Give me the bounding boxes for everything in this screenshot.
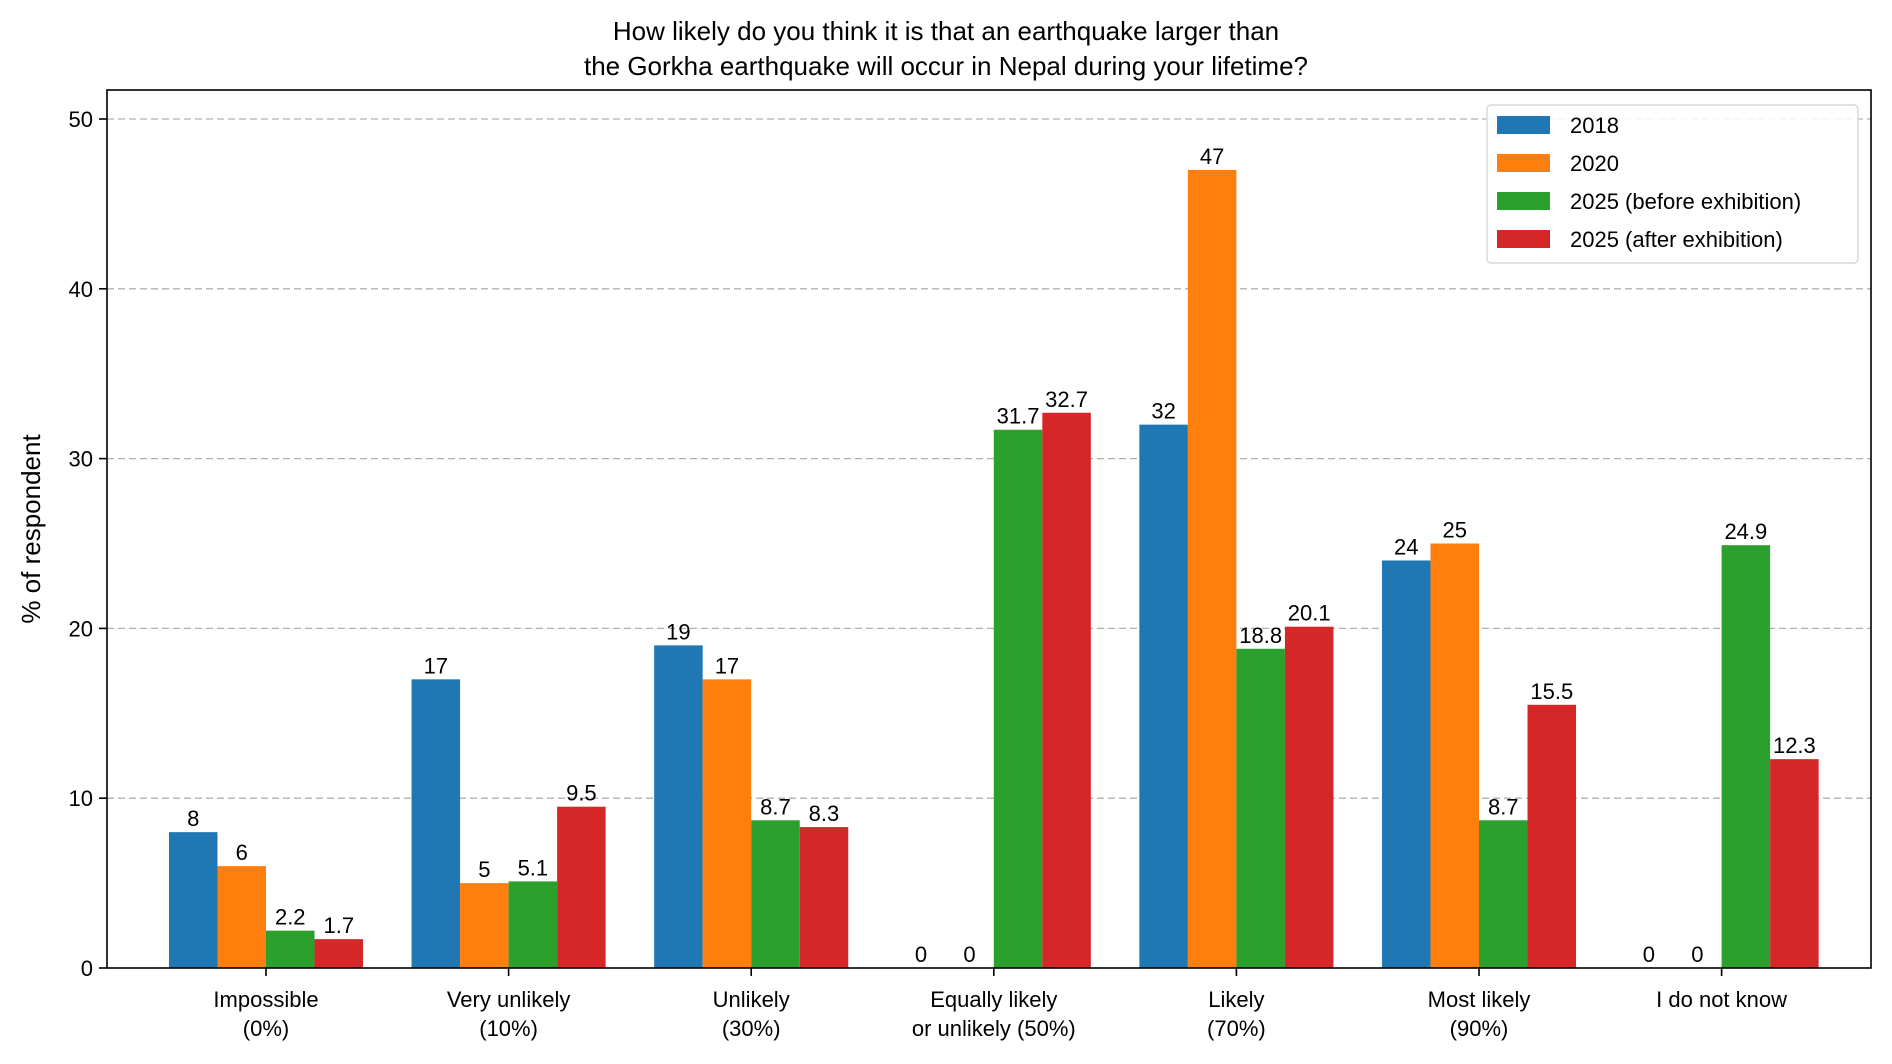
bar <box>1236 648 1285 968</box>
bar <box>460 883 509 968</box>
bar <box>1479 820 1528 968</box>
bar <box>993 429 1043 968</box>
x-tick-label: Most likely <box>1428 987 1531 1012</box>
y-tick-label: 40 <box>69 277 93 302</box>
legend-label: 2025 (after exhibition) <box>1570 227 1783 252</box>
data-label: 32.7 <box>1045 387 1088 412</box>
data-label: 0 <box>1643 942 1655 967</box>
x-tick-label: (70%) <box>1207 1016 1266 1041</box>
bar <box>1284 626 1334 968</box>
x-axis: Impossible (0%) Very unlikely (10%) Unlikely… <box>213 968 1787 1041</box>
bar <box>314 939 364 968</box>
bar <box>508 881 558 968</box>
y-axis: 0 10 20 30 40 50 <box>69 107 107 981</box>
bar <box>266 930 315 968</box>
data-label: 31.7 <box>997 404 1040 429</box>
x-tick-label: (0%) <box>243 1016 289 1041</box>
chart-title-line-2: the Gorkha earthquake will occur in Nepa… <box>584 51 1308 81</box>
data-labels: 8 6 2.2 1.7 17 5 5.1 9.5 19 17 8.7 8.3 0 0 31.732.7 32 4… <box>187 144 1816 967</box>
data-label: 0 <box>915 942 927 967</box>
bar <box>799 827 849 968</box>
bar <box>411 679 461 968</box>
bar <box>751 820 800 968</box>
bar <box>1139 424 1188 968</box>
data-label: 6 <box>236 840 248 865</box>
data-label: 8.7 <box>1488 794 1519 819</box>
x-tick-label: Very unlikely <box>447 987 571 1012</box>
x-tick-label: Impossible <box>213 987 318 1012</box>
x-tick-label: (30%) <box>722 1016 781 1041</box>
data-label: 5 <box>478 857 490 882</box>
data-label: 25 <box>1442 518 1466 543</box>
y-tick-label: 0 <box>81 956 93 981</box>
data-label: 32 <box>1151 399 1175 424</box>
bar <box>1527 704 1577 968</box>
legend-swatch <box>1497 230 1550 248</box>
legend-swatch <box>1497 192 1550 210</box>
chart-title-line-1: How likely do you think it is that an ea… <box>613 16 1279 46</box>
bar <box>1721 545 1771 968</box>
data-label: 17 <box>715 653 739 678</box>
data-label: 8.7 <box>760 794 791 819</box>
x-tick-label: (10%) <box>479 1016 538 1041</box>
data-label: 5.1 <box>518 855 549 880</box>
bar <box>217 866 266 968</box>
data-label: 12.3 <box>1773 733 1816 758</box>
data-label: 15.5 <box>1530 679 1573 704</box>
legend: 2018 2020 2025 (before exhibition) 2025 (af… <box>1486 104 1859 264</box>
legend-label: 2020 <box>1570 151 1619 176</box>
data-label: 20.1 <box>1288 601 1331 626</box>
bar <box>1042 412 1091 968</box>
legend-swatch <box>1497 116 1550 134</box>
axes-frame <box>106 89 1872 969</box>
legend-label: 2018 <box>1570 113 1619 138</box>
data-label: 47 <box>1200 144 1224 169</box>
y-tick-label: 20 <box>69 616 93 641</box>
y-tick-label: 10 <box>69 786 93 811</box>
x-tick-label: Unlikely <box>713 987 790 1012</box>
bar <box>702 679 752 968</box>
legend-label: 2025 (before exhibition) <box>1570 189 1801 214</box>
x-tick-label: Likely <box>1208 987 1264 1012</box>
x-tick-label: (90%) <box>1450 1016 1509 1041</box>
bars <box>168 169 1819 968</box>
bar <box>1187 169 1237 968</box>
x-tick-label: Equally likely <box>930 987 1057 1012</box>
data-label: 9.5 <box>566 781 597 806</box>
data-label: 0 <box>1691 942 1703 967</box>
y-tick-label: 50 <box>69 107 93 132</box>
y-tick-label: 30 <box>69 447 93 472</box>
bar <box>1381 560 1431 968</box>
y-axis-label: % of respondent <box>16 434 46 624</box>
legend-swatch <box>1497 154 1550 172</box>
data-label: 24.9 <box>1724 519 1767 544</box>
x-tick-label: I do not know <box>1656 987 1787 1012</box>
bar <box>1770 759 1819 968</box>
bar <box>654 645 703 968</box>
data-label: 1.7 <box>323 913 354 938</box>
data-label: 24 <box>1394 534 1418 559</box>
data-label: 17 <box>424 653 448 678</box>
bar <box>557 806 606 968</box>
bar <box>168 832 218 968</box>
data-label: 18.8 <box>1239 623 1282 648</box>
data-label: 19 <box>666 619 690 644</box>
x-tick-label: or unlikely (50%) <box>912 1016 1076 1041</box>
data-label: 8 <box>187 806 199 831</box>
bar <box>1430 543 1479 968</box>
data-label: 0 <box>963 942 975 967</box>
data-label: 8.3 <box>809 801 840 826</box>
data-label: 2.2 <box>275 905 306 930</box>
